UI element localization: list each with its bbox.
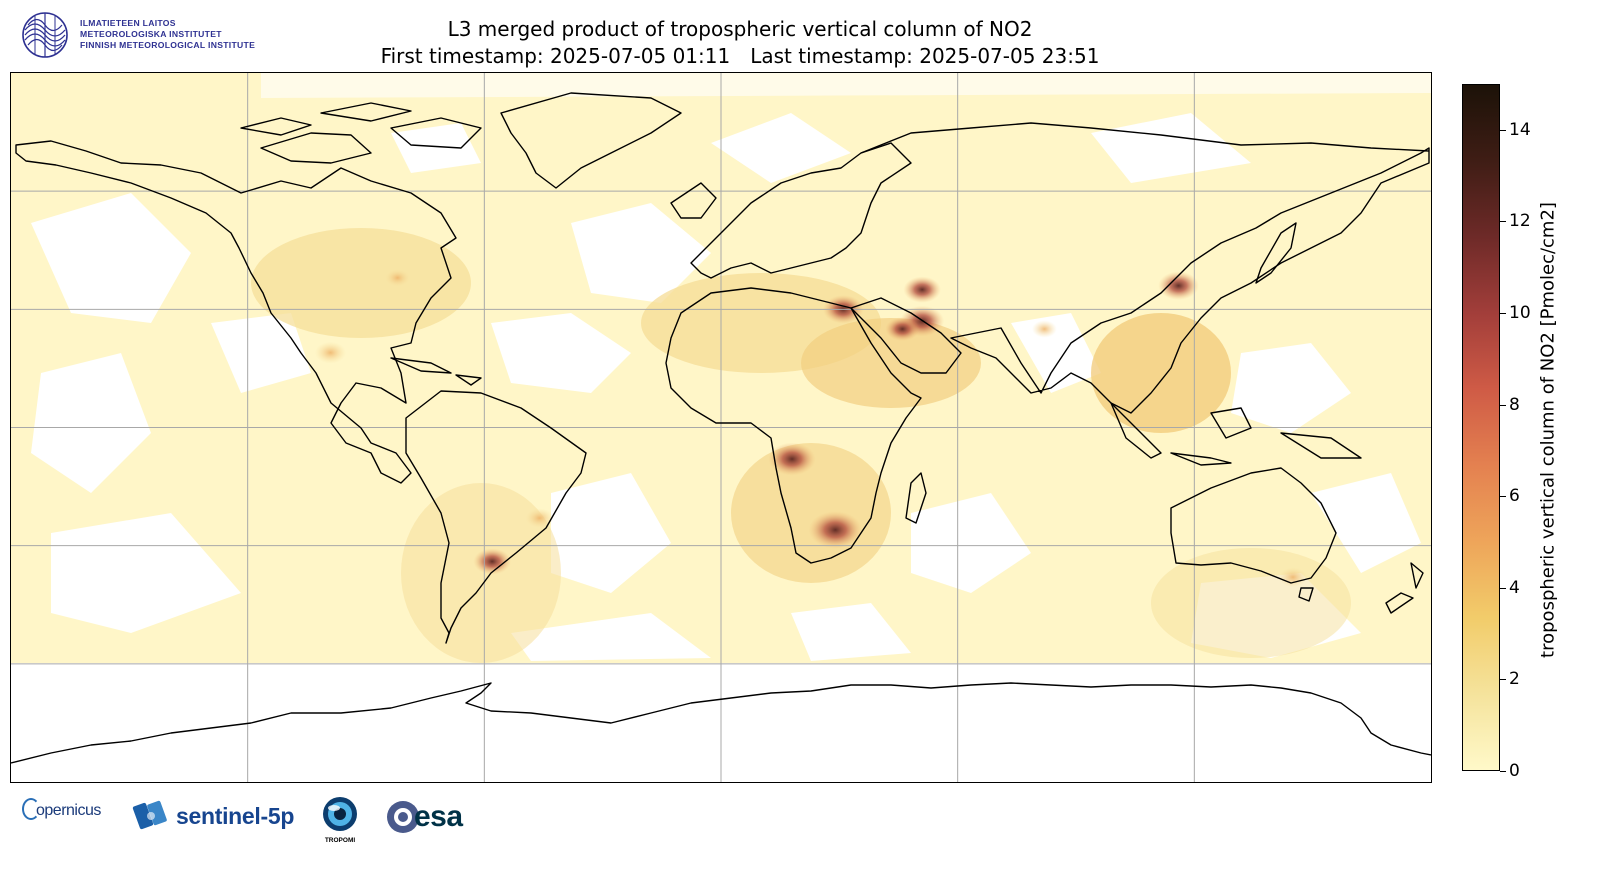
colorbar-tick-label: 4: [1509, 577, 1520, 598]
fmi-logo: ILMATIETEEN LAITOS METEOROLOGISKA INSTIT…: [20, 10, 320, 60]
fmi-emblem-icon: [22, 12, 68, 58]
colorbar-tick: [1500, 771, 1506, 772]
coast-europe: [670, 142, 912, 279]
copernicus-logo: opernicus: [22, 798, 101, 820]
sentinel-wordmark: sentinel-5p: [176, 802, 295, 829]
coast-new-zealand: [1385, 562, 1424, 614]
no2-hotspot: [903, 276, 941, 303]
copernicus-wordmark: opernicus: [36, 802, 101, 819]
coast-tasmania: [1298, 587, 1314, 602]
coast-north-america: [15, 140, 457, 484]
colorbar-tick-label: 14: [1509, 119, 1531, 140]
colorbar-label: tropospheric vertical column of NO2 [Pmo…: [1537, 202, 1559, 658]
no2-hotspot: [768, 442, 816, 476]
coastlines: [11, 92, 1431, 764]
no2-hotspot: [525, 508, 554, 528]
colorbar-tick-label: 0: [1509, 761, 1520, 781]
coast-africa: [665, 287, 922, 564]
title-timestamps: First timestamp: 2025-07-05 01:11 Last ti…: [230, 43, 1250, 70]
colorbar-tick: [1500, 221, 1506, 223]
last-timestamp: Last timestamp: 2025-07-05 23:51: [750, 44, 1100, 68]
tropomi-logo: TROPOMI: [318, 796, 362, 844]
fmi-name: ILMATIETEEN LAITOS METEOROLOGISKA INSTIT…: [80, 18, 255, 51]
colorbar-tick: [1500, 404, 1506, 406]
no2-hotspot: [1278, 567, 1307, 587]
fmi-name-fi: ILMATIETEEN LAITOS: [80, 18, 176, 28]
coast-indonesia: [1110, 402, 1362, 466]
colorbar-tick: [1500, 313, 1506, 314]
map-canvas: [11, 73, 1431, 782]
no2-hotspot: [385, 269, 410, 287]
esa-disc-icon: [387, 801, 419, 833]
sentinel-satellite-icon: [132, 800, 167, 830]
esa-wordmark: esa: [414, 800, 463, 833]
esa-logo: esa: [386, 800, 463, 834]
colorbar-tick-label: 2: [1509, 669, 1520, 690]
coast-japan: [1255, 222, 1297, 284]
colorbar-tick: [1500, 129, 1506, 131]
no2-hotspot: [473, 548, 512, 575]
map-gridlines: [11, 73, 1431, 782]
no2-hotspot: [314, 341, 347, 364]
coast-south-america: [405, 390, 587, 644]
tropomi-eye-icon: [323, 797, 357, 831]
no2-hotspot: [885, 316, 920, 342]
world-map: [10, 72, 1432, 783]
colorbar-tick-label: 12: [1509, 211, 1531, 232]
colorbar-tick: [1500, 679, 1506, 681]
colorbar-tick: [1500, 496, 1506, 498]
fmi-name-sv: METEOROLOGISKA INSTITUTET: [80, 29, 222, 39]
colorbar-tick-label: 10: [1509, 303, 1531, 323]
no2-hotspot: [1158, 271, 1199, 300]
coast-antarctica: [11, 682, 1431, 764]
coast-caribbean: [390, 357, 482, 386]
no2-hotspots: [314, 269, 1307, 587]
sentinel-5p-logo: sentinel-5p: [132, 798, 294, 834]
coast-asia: [850, 122, 1430, 414]
colorbar-tick-label: 8: [1509, 394, 1520, 415]
colorbar-tick-label: 6: [1509, 486, 1520, 507]
first-timestamp: First timestamp: 2025-07-05 01:11: [380, 44, 731, 68]
colorbar-tick: [1500, 587, 1506, 589]
colorbar: [1462, 84, 1500, 771]
fmi-name-en: FINNISH METEOROLOGICAL INSTITUTE: [80, 40, 256, 50]
coast-madagascar: [905, 472, 927, 524]
coast-greenland: [500, 92, 682, 189]
coast-australia: [1170, 467, 1337, 584]
copernicus-ring-icon: [22, 798, 40, 820]
no2-hotspot: [1032, 320, 1057, 338]
tropomi-wordmark: TROPOMI: [324, 837, 356, 844]
no2-hotspot: [808, 511, 863, 549]
coast-arctic-islands: [240, 102, 482, 164]
title-product: L3 merged product of tropospheric vertic…: [447, 17, 1033, 41]
map-title: L3 merged product of tropospheric vertic…: [230, 16, 1250, 70]
